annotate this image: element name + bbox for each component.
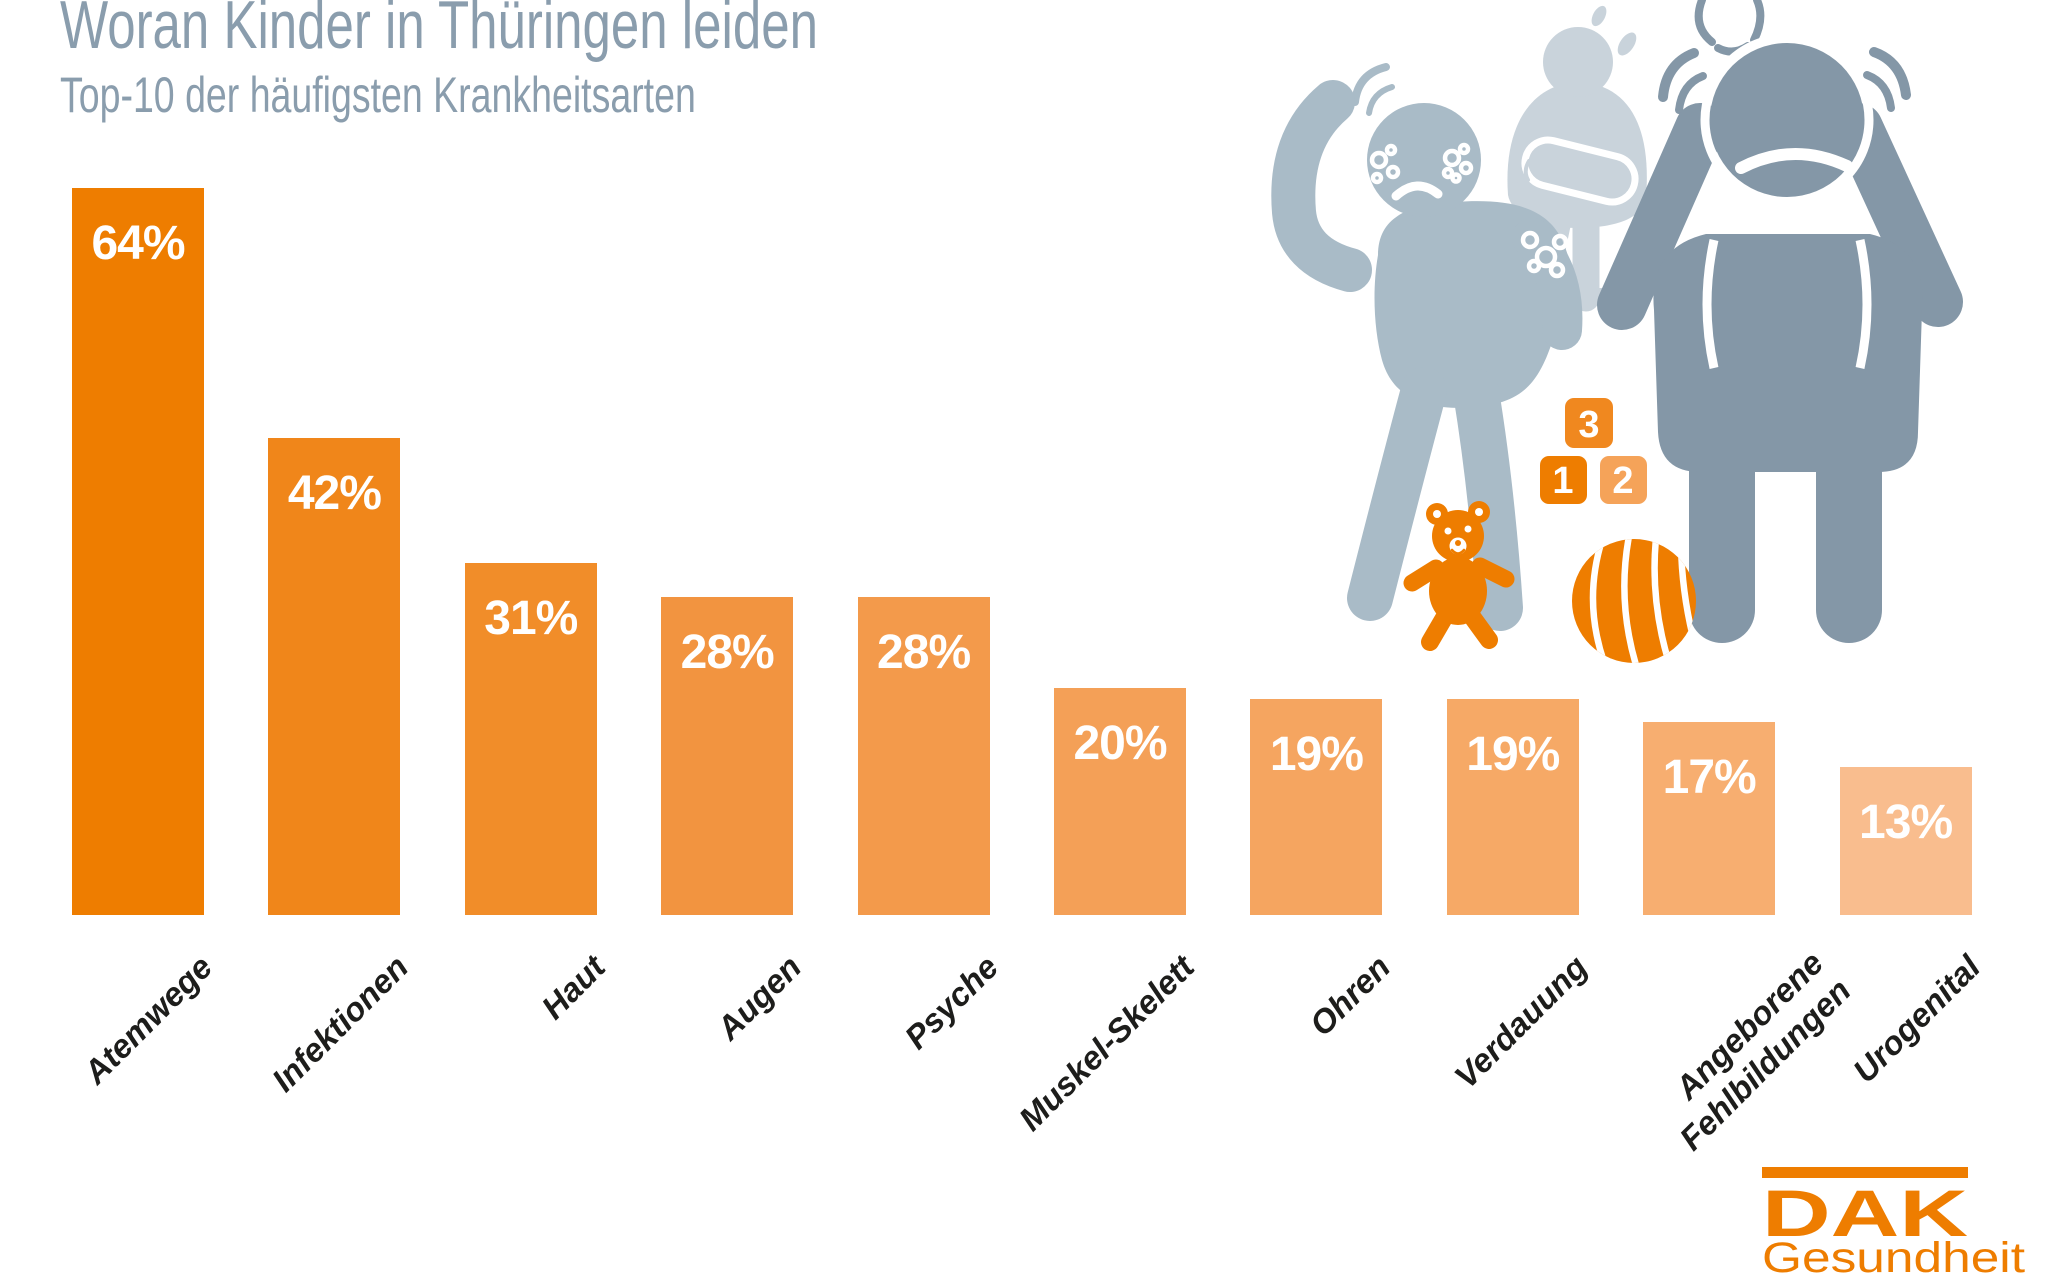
bar-value-label: 13%	[1859, 796, 1953, 849]
svg-text:3: 3	[1578, 404, 1599, 446]
category-label: Verdauung	[1446, 948, 1594, 1096]
category-label: Atemwege	[76, 948, 220, 1091]
bar: 64%	[72, 188, 204, 915]
bar: 13%	[1839, 767, 1972, 915]
backpack-straps	[1702, 239, 1872, 369]
bar-value-label: 31%	[484, 592, 578, 645]
bar: 28%	[661, 597, 794, 915]
bar-value-label: 19%	[1269, 728, 1364, 781]
logo-brand: DAK	[1762, 1176, 1968, 1250]
category-label: Muskel-Skelett	[1011, 948, 1202, 1138]
teddy-bear-icon	[1403, 501, 1515, 651]
child-stomach-ache-figure	[1507, 5, 1647, 312]
logo-bar	[1762, 1167, 1968, 1178]
number-blocks-icon: 3 1 2	[1540, 398, 1647, 504]
rash-spots-icon	[1369, 142, 1569, 279]
category-label: Infektionen	[264, 948, 416, 1099]
bar-value-label: 64%	[91, 217, 185, 270]
bar: 19%	[1446, 699, 1579, 915]
svg-text:2: 2	[1612, 460, 1633, 502]
category-label: Angeborene Fehlbildungen	[1668, 944, 1858, 1158]
frown-mouth-icon	[1735, 148, 1853, 174]
bar-value-label: 42%	[287, 467, 382, 520]
striped-ball-icon	[1572, 539, 1696, 663]
logo-subtext: Gesundheit	[1762, 1234, 2025, 1280]
category-label: Urogenital	[1845, 948, 1987, 1090]
bar-value-label: 19%	[1466, 728, 1560, 781]
bar: 19%	[1250, 699, 1383, 915]
bar-value-label: 28%	[877, 626, 971, 679]
bar-value-label: 17%	[1662, 751, 1757, 804]
child-covering-ears-figure	[1597, 0, 1963, 643]
category-label: Haut	[533, 948, 612, 1027]
page-subtitle: Top-10 der häufigsten Krankheitsarten	[60, 67, 696, 123]
page-title: Woran Kinder in Thüringen leiden	[60, 0, 818, 63]
bar: 28%	[857, 597, 990, 915]
dak-gesundheit-logo: DAK Gesundheit	[1762, 1167, 2025, 1280]
motion-arcs-icon	[1351, 63, 1395, 116]
bar: 20%	[1054, 688, 1186, 915]
frown-mouth-icon	[1391, 181, 1443, 201]
sweat-drops-icon	[1591, 5, 1637, 56]
bar-value-label: 28%	[680, 626, 775, 679]
bar: 31%	[464, 563, 597, 915]
category-label: Psyche	[896, 948, 1005, 1056]
category-label: Ohren	[1302, 948, 1398, 1043]
bar: 42%	[268, 438, 401, 915]
motion-arcs-icon	[1658, 47, 1911, 114]
category-label: Augen	[709, 948, 809, 1047]
children-illustration: 3 1 2	[1271, 0, 1963, 663]
svg-text:1: 1	[1552, 460, 1573, 502]
tremble-arcs-icon	[1508, 150, 1531, 185]
bar: 17%	[1643, 722, 1776, 915]
bar-value-label: 20%	[1073, 717, 1167, 770]
